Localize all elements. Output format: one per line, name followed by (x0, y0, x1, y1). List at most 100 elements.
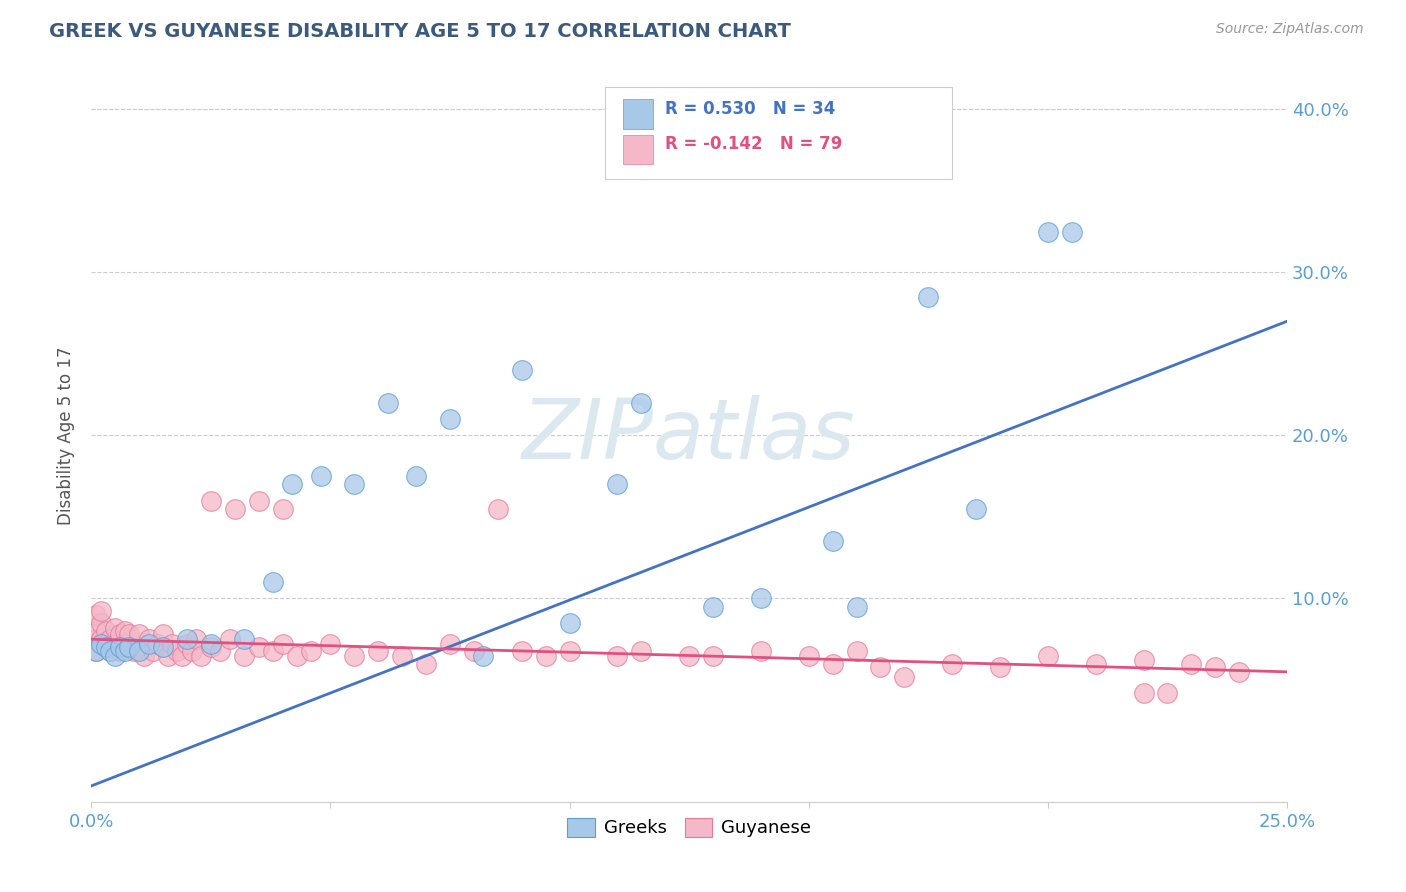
Point (377, 396, 399, 410)
Point (84, 624, 107, 638)
Point (1204, 660, 1226, 674)
Point (90, 632, 112, 647)
Point (128, 643, 150, 657)
Point (510, 363, 533, 377)
Point (247, 640, 270, 655)
Point (114, 637, 136, 651)
Point (941, 657, 963, 671)
Point (630, 396, 652, 410)
Point (84, 643, 107, 657)
Point (108, 627, 131, 641)
Point (405, 469, 427, 483)
Point (271, 501, 294, 516)
Point (128, 640, 150, 655)
Point (343, 477, 366, 491)
Point (1084, 657, 1107, 671)
Point (152, 640, 174, 655)
Point (558, 643, 581, 657)
Point (186, 632, 208, 647)
Point (94, 640, 117, 655)
Point (472, 648, 495, 663)
Point (176, 637, 198, 651)
Legend: Greeks, Guyanese: Greeks, Guyanese (560, 811, 818, 845)
Point (749, 643, 772, 657)
Point (797, 648, 820, 663)
Point (965, 501, 987, 516)
Point (224, 501, 246, 516)
Point (114, 643, 136, 657)
Point (702, 648, 724, 663)
Point (98, 643, 121, 657)
Point (262, 643, 284, 657)
Text: R = -0.142   N = 79: R = -0.142 N = 79 (665, 135, 842, 153)
Point (309, 469, 332, 483)
Point (486, 501, 509, 516)
Point (122, 643, 145, 657)
Point (152, 627, 174, 641)
Point (233, 648, 256, 663)
Point (142, 643, 165, 657)
Point (114, 624, 136, 638)
Point (299, 643, 322, 657)
Point (200, 637, 222, 651)
Y-axis label: Disability Age 5 to 17: Disability Age 5 to 17 (58, 346, 75, 524)
Point (262, 575, 284, 590)
Point (821, 657, 844, 671)
Point (108, 640, 131, 655)
Point (439, 637, 461, 651)
Text: R = 0.530   N = 34: R = 0.530 N = 34 (665, 100, 835, 118)
Point (84, 632, 107, 647)
Point (180, 643, 202, 657)
Point (170, 648, 193, 663)
Point (166, 643, 188, 657)
Point (90, 615, 112, 630)
Point (118, 640, 141, 655)
Point (108, 643, 131, 657)
Text: GREEK VS GUYANESE DISABILITY AGE 5 TO 17 CORRELATION CHART: GREEK VS GUYANESE DISABILITY AGE 5 TO 17… (49, 22, 792, 41)
Point (209, 643, 232, 657)
Point (391, 648, 413, 663)
Point (128, 627, 150, 641)
Point (1036, 648, 1059, 663)
Point (146, 637, 169, 651)
Point (200, 493, 222, 508)
Point (285, 648, 308, 663)
Point (84, 643, 107, 657)
Point (1227, 665, 1250, 679)
Point (98, 643, 121, 657)
Point (845, 599, 868, 614)
Point (510, 643, 533, 657)
Point (319, 637, 342, 651)
Point (104, 637, 127, 651)
Text: ZIPatlas: ZIPatlas (522, 395, 856, 476)
Point (845, 643, 868, 657)
Point (606, 477, 628, 491)
Point (162, 637, 184, 651)
Point (415, 657, 437, 671)
Point (630, 643, 652, 657)
Point (84, 607, 107, 622)
Point (606, 648, 628, 663)
Point (90, 605, 112, 619)
Point (463, 643, 485, 657)
Point (678, 648, 700, 663)
Point (367, 643, 389, 657)
Point (104, 621, 127, 635)
Point (118, 640, 141, 655)
Point (190, 648, 212, 663)
Point (749, 591, 772, 606)
Point (104, 648, 127, 663)
Point (233, 632, 256, 647)
Point (439, 412, 461, 426)
Point (558, 615, 581, 630)
Point (1060, 225, 1083, 239)
Point (132, 648, 155, 663)
Point (118, 627, 141, 641)
Point (176, 632, 198, 647)
Bar (623, 99, 654, 128)
Point (247, 493, 270, 508)
Point (893, 670, 915, 684)
Point (90, 637, 112, 651)
Point (702, 599, 724, 614)
Point (218, 632, 240, 647)
